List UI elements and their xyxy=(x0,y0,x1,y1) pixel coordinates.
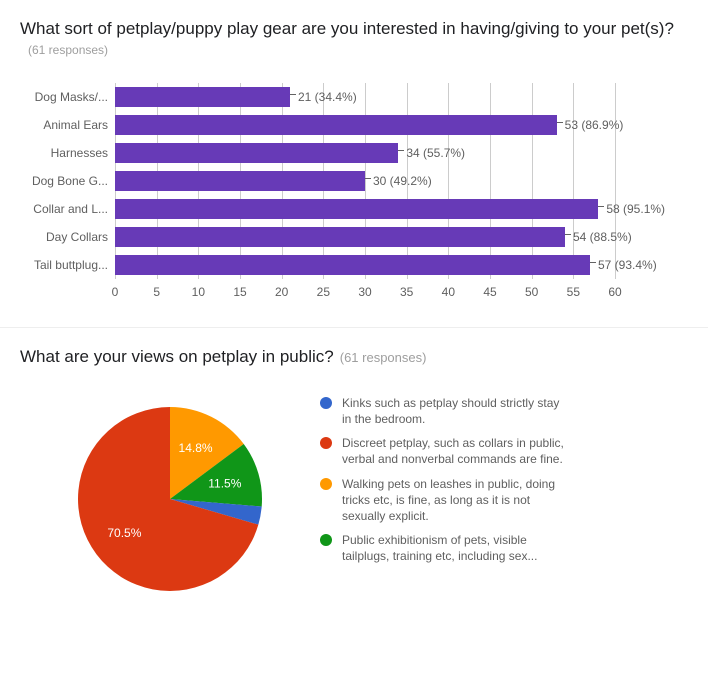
bar-row: Dog Masks/...21 (34.4%) xyxy=(115,83,638,111)
bar xyxy=(115,199,598,219)
legend-swatch xyxy=(320,437,332,449)
legend-item: Kinks such as petplay should strictly st… xyxy=(320,395,678,427)
x-tick-label: 20 xyxy=(275,285,288,299)
question-2-section: What are your views on petplay in public… xyxy=(0,328,708,633)
bar-category-label: Dog Bone G... xyxy=(20,167,108,195)
legend-label: Public exhibitionism of pets, visible ta… xyxy=(342,532,572,564)
legend-label: Discreet petplay, such as collars in pub… xyxy=(342,435,572,467)
bar-category-label: Collar and L... xyxy=(20,195,108,223)
bar xyxy=(115,115,557,135)
bar xyxy=(115,255,590,275)
bar-row: Harnesses34 (55.7%) xyxy=(115,139,638,167)
x-tick-label: 5 xyxy=(153,285,160,299)
q2-title: What are your views on petplay in public… xyxy=(20,346,334,369)
bar xyxy=(115,227,565,247)
pie-slice-label: 11.5% xyxy=(208,476,241,490)
bar-row: Collar and L...58 (95.1%) xyxy=(115,195,638,223)
q2-legend: Kinks such as petplay should strictly st… xyxy=(320,389,688,609)
bar-value-label: 21 (34.4%) xyxy=(292,83,357,111)
bar-value-label: 54 (88.5%) xyxy=(567,223,632,251)
x-tick-label: 0 xyxy=(112,285,119,299)
bar-value-label: 53 (86.9%) xyxy=(559,111,624,139)
x-tick-label: 35 xyxy=(400,285,413,299)
x-tick-label: 50 xyxy=(525,285,538,299)
bar-category-label: Dog Masks/... xyxy=(20,83,108,111)
bar-row: Dog Bone G...30 (49.2%) xyxy=(115,167,638,195)
q1-response-count: (61 responses) xyxy=(28,43,688,57)
bar-value-label: 30 (49.2%) xyxy=(367,167,432,195)
x-tick-label: 10 xyxy=(192,285,205,299)
x-tick-label: 60 xyxy=(608,285,621,299)
bar xyxy=(115,171,365,191)
x-tick-label: 40 xyxy=(442,285,455,299)
q1-title: What sort of petplay/puppy play gear are… xyxy=(20,18,688,41)
legend-item: Public exhibitionism of pets, visible ta… xyxy=(320,532,678,564)
bar-value-label: 57 (93.4%) xyxy=(592,251,657,279)
x-tick-label: 15 xyxy=(233,285,246,299)
q2-response-count: (61 responses) xyxy=(340,350,427,365)
question-1-section: What sort of petplay/puppy play gear are… xyxy=(0,0,708,328)
bar-value-label: 58 (95.1%) xyxy=(600,195,665,223)
bar-value-label: 34 (55.7%) xyxy=(400,139,465,167)
q2-pie-chart: 14.8% 11.5% 70.5% xyxy=(20,389,320,609)
x-tick-label: 55 xyxy=(567,285,580,299)
legend-item: Discreet petplay, such as collars in pub… xyxy=(320,435,678,467)
bar-row: Animal Ears53 (86.9%) xyxy=(115,111,638,139)
pie-slice-label: 70.5% xyxy=(107,526,141,540)
legend-item: Walking pets on leashes in public, doing… xyxy=(320,476,678,525)
legend-label: Walking pets on leashes in public, doing… xyxy=(342,476,572,525)
x-tick-label: 45 xyxy=(483,285,496,299)
bar-category-label: Harnesses xyxy=(20,139,108,167)
bar-row: Tail buttplug...57 (93.4%) xyxy=(115,251,638,279)
bar-row: Day Collars54 (88.5%) xyxy=(115,223,638,251)
x-tick-label: 30 xyxy=(358,285,371,299)
bar-category-label: Animal Ears xyxy=(20,111,108,139)
legend-label: Kinks such as petplay should strictly st… xyxy=(342,395,572,427)
bar-category-label: Tail buttplug... xyxy=(20,251,108,279)
pie-slice-label: 14.8% xyxy=(179,441,213,455)
q1-bar-chart: Dog Masks/...21 (34.4%)Animal Ears53 (86… xyxy=(20,83,688,303)
x-tick-label: 25 xyxy=(317,285,330,299)
legend-swatch xyxy=(320,397,332,409)
legend-swatch xyxy=(320,478,332,490)
bar xyxy=(115,87,290,107)
bar xyxy=(115,143,398,163)
bar-category-label: Day Collars xyxy=(20,223,108,251)
legend-swatch xyxy=(320,534,332,546)
